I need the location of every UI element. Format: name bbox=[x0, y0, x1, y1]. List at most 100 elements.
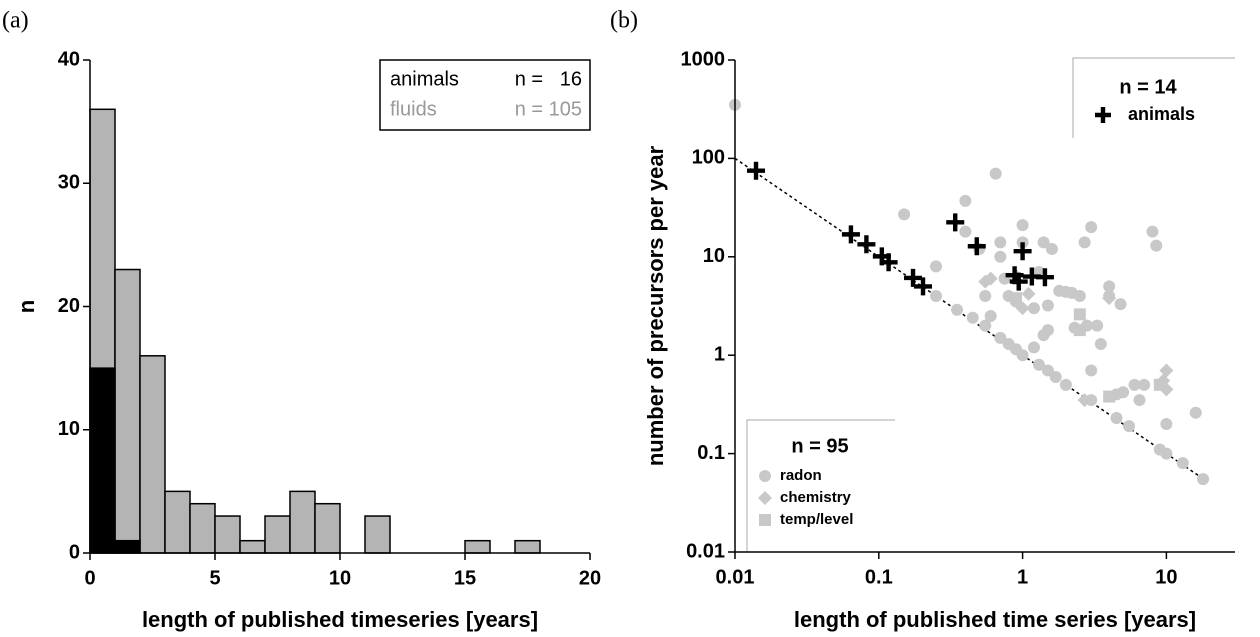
legend-label: radon bbox=[780, 467, 822, 484]
legend-frame bbox=[746, 419, 895, 552]
point bbox=[747, 161, 766, 180]
x-tick-label: 10 bbox=[1155, 566, 1177, 588]
legend-label: fluids bbox=[390, 98, 437, 120]
point bbox=[857, 235, 876, 254]
y-tick-label: 0 bbox=[69, 541, 80, 563]
panel-label: (b) bbox=[610, 8, 638, 34]
legend-label: animals bbox=[390, 68, 459, 90]
bar bbox=[514, 539, 541, 554]
point bbox=[966, 311, 979, 324]
point bbox=[1176, 457, 1189, 470]
point bbox=[1080, 319, 1093, 332]
point bbox=[1037, 236, 1050, 249]
point bbox=[979, 319, 992, 332]
legend-label: temp/level bbox=[780, 511, 853, 528]
point bbox=[978, 274, 993, 289]
point bbox=[1150, 239, 1163, 252]
point bbox=[1016, 219, 1029, 232]
point bbox=[930, 260, 943, 273]
legend-title: n = 95 bbox=[791, 435, 848, 457]
bar bbox=[364, 515, 391, 554]
point bbox=[1110, 412, 1123, 425]
point bbox=[959, 225, 972, 238]
bar bbox=[239, 539, 266, 554]
point bbox=[1197, 473, 1210, 486]
panel-label: (a) bbox=[2, 8, 29, 34]
point bbox=[979, 289, 992, 302]
legend-marker bbox=[759, 514, 771, 526]
point bbox=[1091, 319, 1104, 332]
point bbox=[1035, 268, 1054, 287]
legend-marker bbox=[759, 470, 771, 482]
x-tick-label: 10 bbox=[329, 567, 351, 589]
point bbox=[1009, 272, 1028, 291]
legend-label: animals bbox=[1128, 104, 1195, 124]
point bbox=[1103, 280, 1116, 293]
bar bbox=[464, 539, 491, 554]
legend-label: chemistry bbox=[780, 489, 852, 506]
legend-count: n = 105 bbox=[515, 98, 582, 120]
bar bbox=[289, 490, 316, 554]
y-axis-label: number of precursors per year bbox=[643, 145, 668, 466]
point bbox=[1041, 324, 1054, 337]
point bbox=[1085, 221, 1098, 234]
point bbox=[1041, 364, 1054, 377]
point bbox=[1027, 302, 1040, 315]
bar bbox=[164, 490, 191, 554]
y-tick-label: 0.1 bbox=[697, 442, 725, 464]
point bbox=[1123, 420, 1136, 433]
x-tick-label: 15 bbox=[454, 567, 476, 589]
point bbox=[959, 194, 972, 207]
point bbox=[994, 236, 1007, 249]
legend-marker bbox=[758, 491, 772, 505]
x-tick-label: 20 bbox=[579, 567, 601, 589]
x-tick-label: 0.1 bbox=[865, 566, 893, 588]
bar bbox=[314, 502, 341, 554]
point bbox=[951, 303, 964, 316]
point bbox=[984, 310, 997, 323]
x-tick-label: 1 bbox=[1017, 566, 1028, 588]
x-axis-label: length of published timeseries [years] bbox=[142, 607, 538, 632]
y-tick-label: 10 bbox=[58, 418, 80, 440]
point bbox=[989, 167, 1002, 180]
point bbox=[1094, 337, 1107, 350]
y-tick-label: 20 bbox=[58, 295, 80, 317]
point bbox=[1103, 289, 1116, 302]
point bbox=[898, 208, 911, 221]
point bbox=[1146, 225, 1159, 238]
bar bbox=[114, 539, 141, 554]
point bbox=[1045, 243, 1058, 256]
point bbox=[994, 331, 1007, 344]
x-tick-label: 0.01 bbox=[716, 566, 755, 588]
point bbox=[1160, 447, 1173, 460]
point bbox=[1005, 266, 1024, 285]
x-tick-label: 0 bbox=[84, 567, 95, 589]
point bbox=[1016, 349, 1029, 362]
point bbox=[1160, 417, 1173, 430]
point bbox=[1059, 378, 1072, 391]
y-tick-label: 1 bbox=[714, 343, 725, 365]
point bbox=[904, 268, 923, 287]
legend-title: n = 14 bbox=[1119, 76, 1177, 98]
point bbox=[1041, 299, 1054, 312]
bar bbox=[264, 515, 291, 554]
point bbox=[967, 237, 986, 256]
legend-box bbox=[379, 59, 591, 131]
point bbox=[1078, 236, 1091, 249]
legend-count: n = 16 bbox=[515, 68, 582, 90]
legend-marker bbox=[1095, 107, 1112, 124]
point bbox=[1117, 386, 1130, 399]
point bbox=[994, 250, 1007, 263]
point bbox=[1013, 242, 1032, 261]
point bbox=[1021, 286, 1036, 301]
y-tick-label: 1000 bbox=[681, 48, 726, 70]
point bbox=[1049, 371, 1062, 384]
point bbox=[1128, 378, 1141, 391]
point bbox=[946, 213, 965, 232]
point bbox=[914, 277, 933, 296]
y-axis-label: n bbox=[14, 300, 39, 313]
point bbox=[1138, 378, 1151, 391]
y-tick-label: 100 bbox=[692, 147, 725, 169]
point bbox=[841, 225, 860, 244]
x-tick-label: 5 bbox=[209, 567, 220, 589]
